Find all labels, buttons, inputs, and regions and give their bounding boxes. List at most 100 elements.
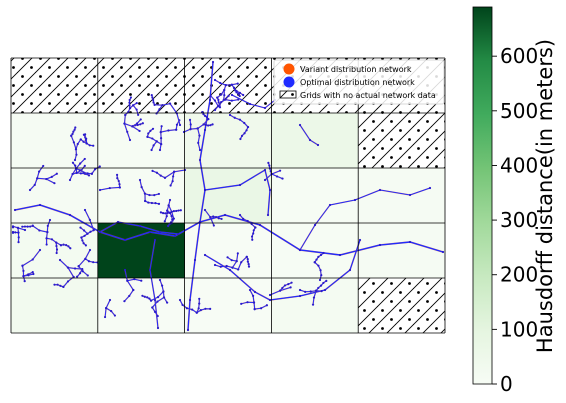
- network-node: [217, 105, 220, 108]
- network-node: [175, 123, 179, 126]
- network-node: [17, 231, 20, 234]
- network-node: [79, 162, 82, 165]
- network-node: [196, 127, 199, 130]
- network-node: [268, 164, 271, 167]
- network-node: [319, 269, 322, 272]
- network-node: [189, 127, 192, 131]
- network-node: [56, 283, 59, 286]
- network-node: [238, 118, 242, 121]
- network-node: [204, 307, 207, 310]
- network-node: [223, 88, 226, 92]
- network-node: [68, 178, 72, 182]
- legend-marker-optimal: [283, 76, 295, 88]
- network-node: [231, 266, 234, 269]
- network-node: [148, 268, 152, 272]
- network-node: [138, 224, 142, 228]
- network-node: [166, 301, 169, 304]
- network-node: [79, 172, 82, 175]
- network-node: [309, 290, 312, 293]
- network-node: [290, 281, 293, 284]
- network-node: [16, 226, 20, 229]
- network-node: [275, 175, 279, 178]
- optimal-network-line: [85, 258, 98, 263]
- network-node: [172, 210, 176, 213]
- network-node: [72, 141, 75, 144]
- network-node: [77, 265, 80, 268]
- grid-cell: [271, 278, 359, 333]
- network-node: [319, 253, 323, 257]
- network-node: [242, 217, 245, 220]
- network-node: [67, 245, 70, 248]
- network-node: [250, 222, 253, 226]
- network-node: [236, 252, 239, 255]
- network-node: [88, 218, 91, 221]
- network-node: [98, 165, 101, 168]
- network-node: [110, 309, 113, 313]
- network-node: [226, 256, 229, 259]
- network-node: [279, 289, 282, 292]
- grid-cell: [358, 223, 445, 278]
- network-node: [98, 230, 102, 234]
- network-node: [267, 161, 270, 164]
- network-node: [157, 192, 161, 196]
- network-node: [116, 177, 119, 180]
- network-node: [127, 110, 130, 114]
- network-node: [82, 242, 85, 245]
- network-node: [165, 215, 168, 218]
- network-node: [230, 93, 234, 97]
- network-node: [312, 296, 316, 299]
- network-node: [38, 203, 42, 207]
- network-node: [243, 132, 246, 135]
- network-node: [135, 122, 139, 125]
- network-node: [263, 178, 267, 182]
- network-node: [22, 269, 25, 272]
- optimal-network-line: [249, 289, 256, 310]
- network-node: [71, 161, 75, 164]
- network-node: [73, 128, 76, 131]
- legend-label-optimal: Optimal distribution network: [300, 78, 415, 87]
- colorbar-tick-label: 0: [500, 372, 513, 396]
- network-node: [66, 266, 70, 269]
- network-node: [84, 257, 87, 260]
- optimal-network-line: [231, 94, 276, 109]
- grid-cell: [271, 113, 359, 168]
- network-node: [135, 108, 138, 111]
- network-node: [348, 268, 352, 272]
- network-node: [159, 211, 162, 214]
- network-node: [170, 210, 173, 213]
- optimal-network-line: [54, 284, 64, 288]
- network-node: [160, 125, 163, 128]
- grid-cell: [97, 223, 185, 278]
- network-node: [45, 237, 48, 240]
- network-node: [132, 288, 135, 292]
- network-node: [298, 248, 302, 252]
- network-node: [173, 234, 177, 238]
- network-node: [83, 164, 86, 167]
- network-node: [75, 171, 78, 174]
- network-node: [198, 302, 201, 305]
- network-node: [217, 217, 220, 220]
- network-node: [252, 232, 255, 235]
- network-node: [158, 108, 161, 111]
- network-node: [150, 201, 154, 205]
- network-node: [62, 243, 65, 246]
- network-node: [150, 148, 153, 152]
- network-node: [378, 188, 382, 192]
- network-node: [11, 226, 15, 229]
- network-node: [260, 307, 263, 310]
- network-node: [128, 98, 131, 102]
- network-node: [233, 116, 236, 119]
- network-node: [268, 293, 272, 297]
- network-node: [223, 213, 227, 217]
- network-node: [283, 284, 287, 287]
- network-node: [117, 179, 120, 183]
- grid-cell: [11, 223, 98, 278]
- network-node: [227, 94, 230, 97]
- network-node: [235, 259, 238, 263]
- network-node: [175, 128, 178, 131]
- network-node: [159, 137, 163, 140]
- network-node: [148, 193, 151, 197]
- network-node: [213, 263, 217, 267]
- network-node: [208, 98, 212, 102]
